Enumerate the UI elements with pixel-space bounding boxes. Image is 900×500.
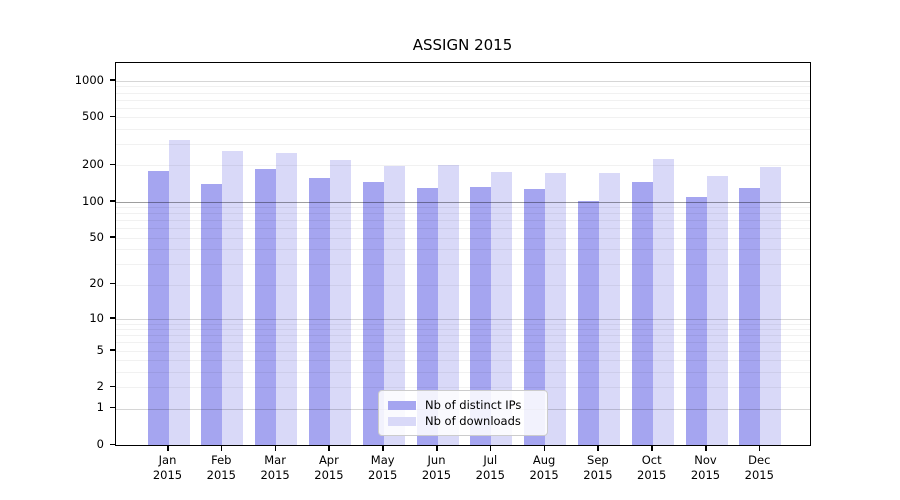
x-tick-mark-jun [436, 446, 438, 451]
bar-distinct-ips-may [362, 181, 384, 445]
legend-swatch-downloads [388, 416, 416, 426]
y-tick-mark-10 [110, 317, 115, 319]
legend-label-downloads: Nb of downloads [425, 414, 521, 428]
x-tick-mark-jan [167, 446, 169, 451]
y-tick-label-2: 2 [96, 379, 104, 394]
y-tick-label-10: 10 [89, 310, 104, 325]
x-tick-mark-oct [651, 446, 653, 451]
x-tick-mark-dec [758, 446, 761, 451]
y-tick-label-5: 5 [96, 342, 104, 357]
bar-downloads-feb [222, 151, 244, 445]
bar-distinct-ips-apr [308, 178, 330, 445]
y-tick-mark-0 [110, 443, 115, 445]
plot-area: Nb of distinct IPs Nb of downloads [115, 62, 811, 446]
bar-downloads-dec [760, 166, 782, 445]
bars-layer [116, 63, 810, 445]
bar-distinct-ips-jul [470, 186, 492, 445]
y-tick-label-100: 100 [82, 193, 104, 208]
legend-item-downloads: Nb of downloads [388, 413, 539, 429]
y-tick-mark-1 [110, 406, 115, 409]
y-tick-mark-1000 [110, 79, 115, 81]
x-tick-label-feb: Feb 2015 [206, 453, 236, 482]
y-tick-mark-2 [110, 385, 115, 388]
y-tick-label-500: 500 [82, 109, 104, 124]
x-tick-label-mar: Mar 2015 [260, 453, 290, 482]
bar-distinct-ips-mar [255, 168, 277, 445]
y-tick-label-50: 50 [89, 229, 104, 244]
x-tick-label-apr: Apr 2015 [314, 453, 344, 482]
bar-distinct-ips-jan [147, 170, 169, 445]
x-tick-label-jun: Jun 2015 [421, 453, 452, 482]
legend-item-distinct-ips: Nb of distinct IPs [388, 397, 539, 413]
bar-distinct-ips-nov [685, 196, 707, 445]
bar-downloads-aug [545, 173, 567, 445]
bar-downloads-jan [168, 139, 190, 445]
y-tick-label-1000: 1000 [74, 72, 104, 87]
y-tick-label-200: 200 [82, 157, 104, 172]
y-tick-mark-100 [110, 200, 115, 202]
chart-title: ASSIGN 2015 [412, 36, 513, 54]
x-tick-label-sep: Sep 2015 [583, 453, 613, 482]
x-tick-mark-feb [220, 446, 223, 451]
bar-downloads-nov [706, 176, 728, 445]
x-tick-mark-nov [705, 446, 707, 451]
y-tick-mark-50 [110, 236, 115, 238]
x-tick-label-aug: Aug 2015 [529, 453, 559, 482]
legend: Nb of distinct IPs Nb of downloads [378, 390, 548, 436]
y-tick-label-0: 0 [96, 437, 104, 451]
bar-downloads-mar [276, 153, 298, 445]
x-tick-mark-may [382, 446, 384, 451]
y-tick-label-20: 20 [89, 276, 104, 291]
bar-downloads-jul [491, 171, 513, 445]
x-tick-label-may: May 2015 [368, 453, 398, 482]
x-tick-mark-apr [328, 446, 330, 451]
bar-distinct-ips-oct [631, 182, 653, 445]
bar-downloads-jun [437, 165, 459, 445]
x-tick-mark-mar [274, 446, 277, 451]
x-tick-mark-jul [489, 446, 492, 451]
x-tick-mark-aug [543, 446, 546, 451]
y-tick-label-1: 1 [96, 400, 104, 415]
bar-downloads-apr [329, 160, 351, 445]
bar-distinct-ips-feb [201, 184, 223, 445]
y-tick-mark-200 [110, 163, 115, 166]
y-tick-mark-500 [110, 115, 115, 118]
bar-downloads-sep [598, 172, 620, 445]
x-tick-label-nov: Nov 2015 [690, 453, 721, 482]
x-tick-mark-sep [597, 446, 599, 451]
bar-distinct-ips-aug [524, 188, 546, 445]
y-tick-mark-5 [110, 349, 115, 351]
x-tick-label-jul: Jul 2015 [475, 453, 505, 482]
bar-distinct-ips-sep [577, 200, 599, 445]
x-tick-label-jan: Jan 2015 [152, 453, 183, 482]
bar-downloads-oct [652, 158, 674, 445]
legend-label-distinct-ips: Nb of distinct IPs [425, 398, 522, 412]
bar-downloads-may [383, 165, 405, 445]
x-tick-label-oct: Oct 2015 [637, 453, 667, 482]
y-tick-mark-20 [110, 282, 115, 285]
bar-distinct-ips-dec [739, 187, 761, 445]
x-tick-label-dec: Dec 2015 [744, 453, 774, 482]
legend-swatch-distinct-ips [388, 400, 416, 410]
bar-distinct-ips-jun [416, 187, 438, 445]
